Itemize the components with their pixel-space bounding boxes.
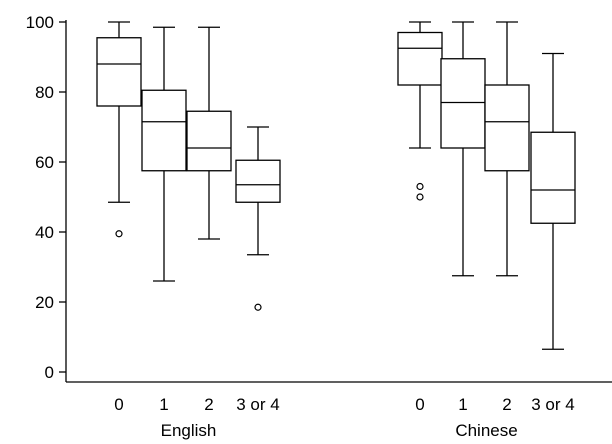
box-iqr [96, 37, 142, 107]
category-label: 3 or 4 [236, 395, 279, 414]
box-iqr [440, 58, 486, 149]
category-label: 1 [458, 395, 467, 414]
y-tick-label: 0 [45, 363, 54, 382]
outlier-point [254, 303, 262, 311]
y-tick-label: 40 [35, 223, 54, 242]
y-tick-label: 80 [35, 83, 54, 102]
box-iqr [235, 159, 281, 203]
group-label: English [161, 421, 217, 440]
box-iqr [141, 89, 187, 172]
outlier-point [416, 182, 424, 191]
box-iqr [530, 131, 576, 224]
axes [59, 20, 612, 383]
axis-labels: 0 20 40 60 80 100 0 1 2 3 or 4 English 0 1 2 3 or 4 Chi… [26, 13, 575, 440]
category-label: 0 [114, 395, 123, 414]
outlier-point [115, 230, 123, 238]
box-iqr [186, 110, 232, 172]
y-tick-label: 100 [26, 13, 54, 32]
y-tick-label: 20 [35, 293, 54, 312]
category-label: 0 [415, 395, 424, 414]
group-label: Chinese [455, 421, 517, 440]
box-iqr [484, 84, 530, 172]
category-label: 2 [502, 395, 511, 414]
box-iqr [397, 31, 443, 86]
y-tick-label: 60 [35, 153, 54, 172]
category-label: 1 [159, 395, 168, 414]
category-label: 2 [204, 395, 213, 414]
plot-area [96, 21, 576, 350]
category-label: 3 or 4 [531, 395, 574, 414]
outlier-point [416, 193, 424, 201]
